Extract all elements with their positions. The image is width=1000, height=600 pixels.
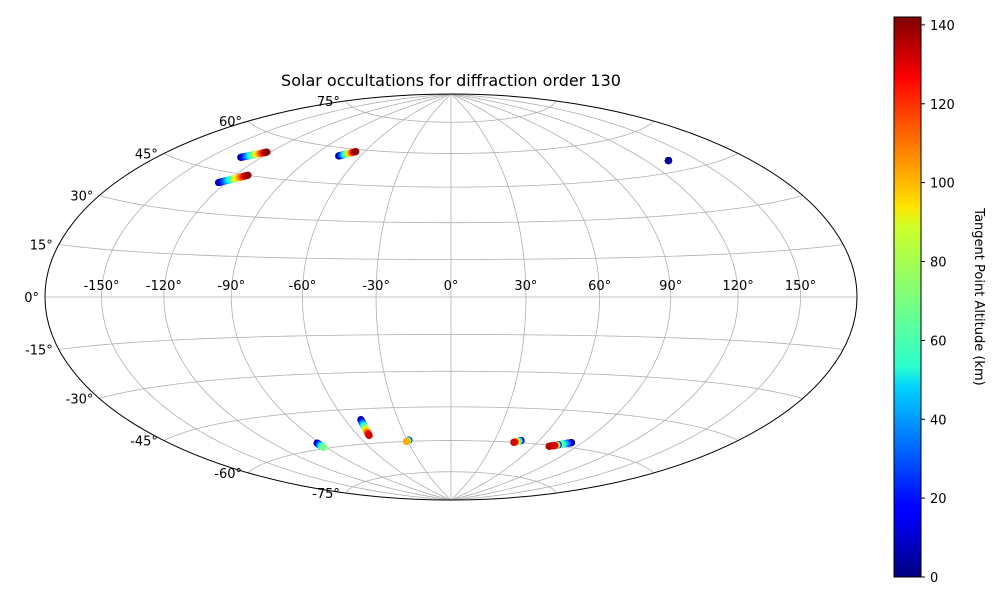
- chart-title: Solar occultations for diffraction order…: [281, 71, 621, 90]
- longitude-tick-label: 30°: [514, 279, 537, 294]
- parallel-line: [99, 195, 803, 224]
- occultation-point: [402, 437, 411, 446]
- colorbar-tick-label: 120: [930, 98, 955, 113]
- latitude-tick-labels: -75° -60° -45° -30° -15° 0° 15° 30° 45° 60° 75°: [24, 95, 340, 502]
- map-boundary: [44, 93, 858, 501]
- longitude-tick-label: -120°: [146, 279, 182, 294]
- occultation-point: [244, 171, 252, 179]
- longitude-tick-label: 150°: [785, 279, 816, 294]
- colorbar-ticks: 0 20 40 60 80 100 120 140: [921, 19, 955, 586]
- latitude-tick-label: -15°: [25, 344, 53, 359]
- parallel-line: [58, 244, 844, 260]
- colorbar-tick-label: 40: [930, 413, 947, 428]
- graticule-grid: [45, 94, 857, 500]
- longitude-tick-label: -90°: [217, 279, 245, 294]
- longitude-tick-label: -30°: [362, 279, 390, 294]
- latitude-tick-label: -60°: [214, 467, 242, 482]
- latitude-tick-label: 60°: [219, 115, 242, 130]
- parallel-line: [163, 406, 739, 441]
- parallel-line: [345, 100, 557, 123]
- parallel-line: [58, 334, 844, 350]
- parallel-line: [163, 153, 739, 188]
- parallel-line: [247, 120, 655, 154]
- longitude-tick-label: -150°: [83, 279, 119, 294]
- longitude-tick-label: 90°: [659, 279, 682, 294]
- occultation-point: [365, 431, 373, 440]
- latitude-tick-label: -30°: [66, 393, 94, 408]
- colorbar-tick-label: 60: [930, 334, 947, 349]
- colorbar-tick-label: 20: [930, 492, 947, 507]
- occultation-point: [352, 147, 360, 156]
- parallel-line: [247, 440, 655, 474]
- latitude-tick-label: 15°: [30, 239, 53, 254]
- colorbar-tick-label: 0: [930, 571, 938, 586]
- colorbar-tick-label: 80: [930, 256, 947, 271]
- colorbar-tick-label: 100: [930, 177, 955, 192]
- colorbar-label: Tangent Point Altitude (km): [971, 207, 986, 385]
- occultation-point: [263, 148, 271, 156]
- latitude-tick-label: 75°: [317, 95, 340, 110]
- occultation-point: [510, 438, 518, 446]
- longitude-tick-label: 60°: [588, 279, 611, 294]
- latitude-tick-label: -75°: [312, 487, 340, 502]
- occultation-points: [214, 147, 673, 451]
- map-plot-area: -150° -120° -90° -60° -30° 0° 30° 60° 90° 120° 150…: [24, 93, 858, 502]
- latitude-tick-label: 30°: [70, 190, 93, 205]
- colorbar: 0 20 40 60 80 100 120 140 Tangent Point Altitud…: [893, 16, 986, 586]
- longitude-tick-label: -60°: [289, 279, 317, 294]
- longitude-tick-label: 0°: [444, 279, 459, 294]
- colorbar-tick-label: 140: [930, 19, 955, 34]
- latitude-tick-label: 45°: [135, 148, 158, 163]
- latitude-tick-label: 0°: [24, 291, 39, 306]
- longitude-tick-label: 120°: [722, 279, 753, 294]
- longitude-tick-labels: -150° -120° -90° -60° -30° 0° 30° 60° 90° 120° 150…: [83, 279, 816, 294]
- occultation-point: [319, 443, 328, 451]
- latitude-tick-label: -45°: [130, 435, 158, 450]
- parallel-line: [345, 471, 557, 494]
- colorbar-gradient: [893, 16, 922, 578]
- occultation-point: [664, 157, 673, 165]
- parallel-line: [99, 370, 803, 399]
- occultation-point: [550, 442, 558, 450]
